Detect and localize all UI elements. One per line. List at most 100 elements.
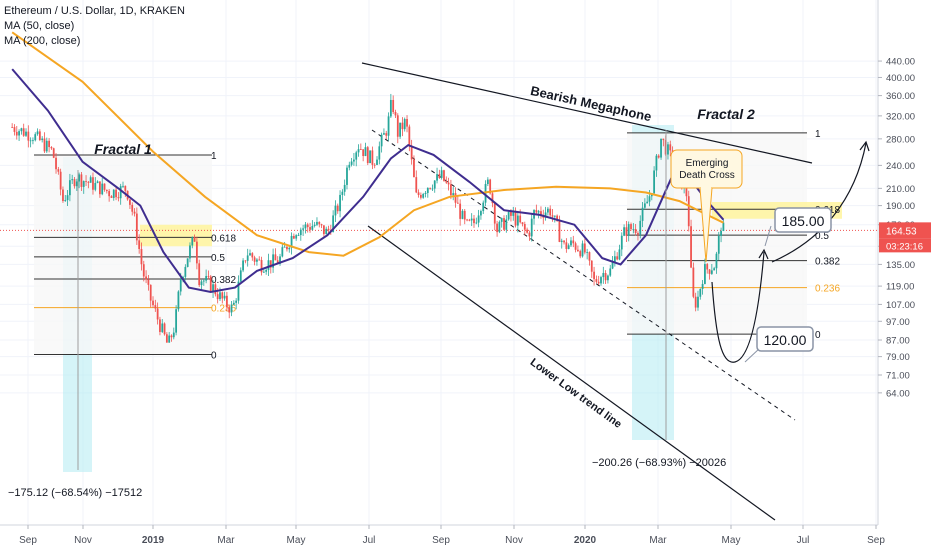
candle-body xyxy=(122,185,124,187)
candle-body xyxy=(34,134,37,141)
candle-body xyxy=(426,187,429,193)
candle-body xyxy=(519,215,522,223)
candle-body xyxy=(660,138,662,158)
price-tick-label: 64.00 xyxy=(886,388,910,399)
candle-body xyxy=(396,115,399,137)
symbol-title[interactable]: Ethereum / U.S. Dollar, 1D, KRAKEN xyxy=(4,5,185,17)
ma50-legend[interactable]: MA (50, close) xyxy=(4,20,75,32)
candle-body xyxy=(13,127,16,132)
candle-body xyxy=(313,224,316,226)
candle-body xyxy=(161,323,164,332)
candle-body xyxy=(526,229,529,233)
projection-arrow xyxy=(758,248,769,260)
candle-body xyxy=(431,188,434,190)
candle-body xyxy=(720,230,722,236)
price-tick-label: 107.00 xyxy=(886,300,915,311)
measure1-label: −175.12 (−68.54%) −17512 xyxy=(8,487,142,499)
price-tick-label: 135.00 xyxy=(886,260,915,271)
candle-body xyxy=(198,263,201,286)
target-low-label: 120.00 xyxy=(764,332,807,348)
candle-body xyxy=(43,138,46,152)
candle-body xyxy=(226,295,228,308)
ma200-legend[interactable]: MA (200, close) xyxy=(4,35,81,47)
candle-body xyxy=(175,309,178,333)
candle-body xyxy=(343,184,346,192)
time-tick-label: Sep xyxy=(867,535,885,546)
price-tick-label: 440.00 xyxy=(886,57,915,68)
candle-body xyxy=(15,131,18,136)
candle-body xyxy=(454,193,457,203)
candle-body xyxy=(336,205,339,212)
candle-body xyxy=(85,181,87,182)
death-cross-box xyxy=(670,149,743,189)
candle-body xyxy=(145,276,147,280)
candle-body xyxy=(685,183,688,197)
candle-body xyxy=(200,281,203,286)
candle-body xyxy=(112,189,115,198)
candle-body xyxy=(318,221,321,225)
candle-body xyxy=(57,169,60,172)
candle-body xyxy=(544,212,547,218)
candle-body xyxy=(655,155,658,171)
candle-body xyxy=(588,252,591,261)
candle-body xyxy=(276,260,279,264)
candle-body xyxy=(52,148,55,158)
candle-body xyxy=(602,272,605,278)
candle-body xyxy=(653,170,656,194)
candle-body xyxy=(486,179,489,185)
candle-body xyxy=(251,253,254,258)
candle-body xyxy=(179,278,182,292)
candle-body xyxy=(521,222,524,225)
time-tick-label: Mar xyxy=(217,535,235,546)
candle-body xyxy=(669,144,672,151)
candle-body xyxy=(595,279,598,282)
candle-body xyxy=(232,302,235,305)
candle-body xyxy=(62,189,64,202)
candle-body xyxy=(639,220,642,235)
candle-body xyxy=(620,235,623,250)
candle-body xyxy=(244,260,247,262)
candle-body xyxy=(577,249,579,252)
candle-body xyxy=(616,256,619,260)
candle-body xyxy=(11,126,14,128)
candle-body xyxy=(348,164,351,168)
candle-body xyxy=(438,174,441,178)
candle-body xyxy=(184,266,187,277)
candle-body xyxy=(708,269,711,274)
candle-body xyxy=(131,204,134,212)
candle-body xyxy=(436,174,438,181)
candle-body xyxy=(366,147,369,164)
candle-body xyxy=(385,133,388,136)
candle-body xyxy=(302,228,305,230)
candle-body xyxy=(288,247,291,250)
candle-body xyxy=(147,279,150,285)
fractal1-title: Fractal 1 xyxy=(94,141,152,157)
candle-body xyxy=(260,260,263,273)
candle-body xyxy=(514,212,517,226)
candle-body xyxy=(380,134,383,147)
candle-body xyxy=(604,272,607,281)
candle-body xyxy=(172,332,175,338)
candle-body xyxy=(325,228,328,235)
candle-body xyxy=(115,189,117,198)
candle-body xyxy=(170,335,173,338)
candle-body xyxy=(133,211,136,214)
candle-body xyxy=(316,221,318,225)
countdown-tag xyxy=(879,238,931,253)
candle-body xyxy=(156,308,159,320)
candle-body xyxy=(512,212,515,216)
fib2-level-label: 0 xyxy=(815,330,821,341)
candle-body xyxy=(459,203,462,219)
last-price-tag xyxy=(879,222,931,239)
time-tick-label: Sep xyxy=(432,535,450,546)
ma200-line xyxy=(11,31,724,257)
candle-body xyxy=(625,227,628,236)
candle-body xyxy=(235,300,238,303)
candle-body xyxy=(510,211,512,216)
candle-body xyxy=(283,246,286,248)
candle-body xyxy=(292,235,295,239)
candle-body xyxy=(537,211,540,213)
candle-body xyxy=(493,203,496,224)
candle-body xyxy=(553,215,556,217)
